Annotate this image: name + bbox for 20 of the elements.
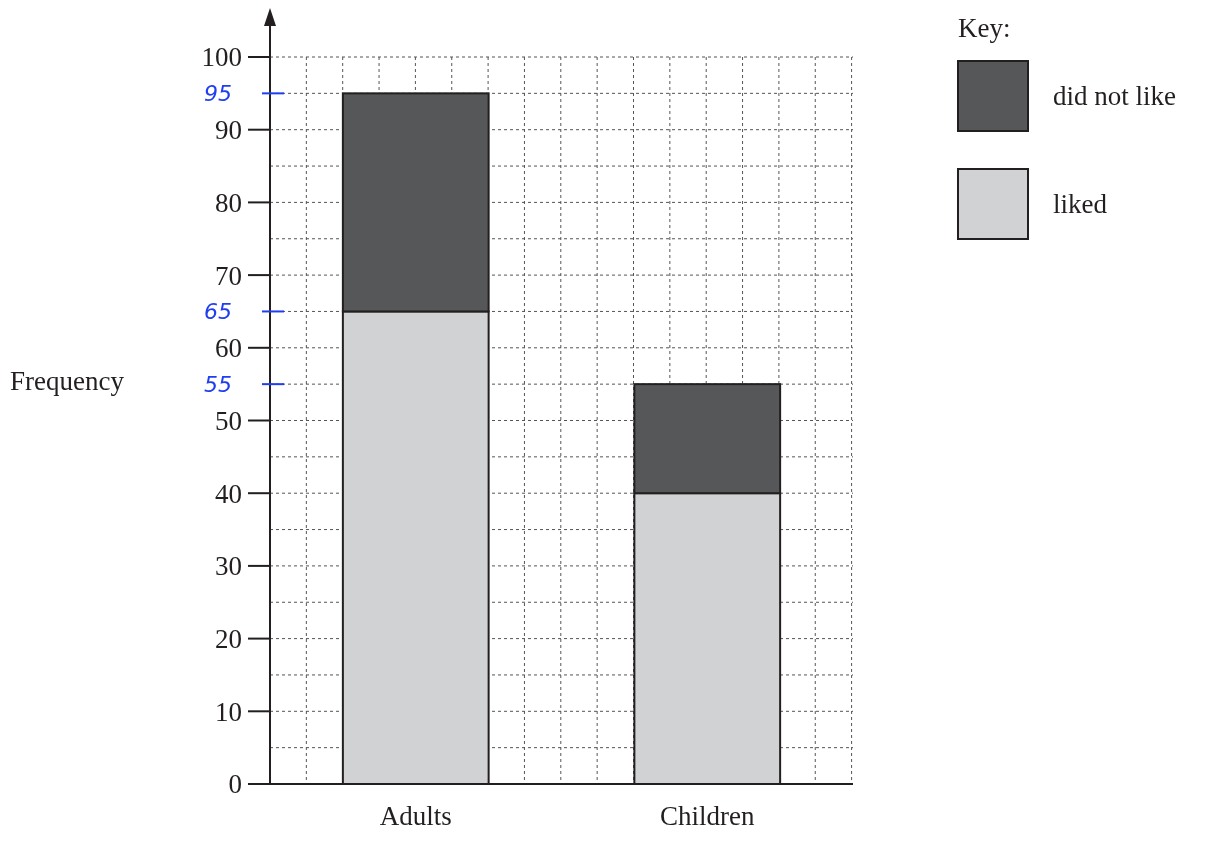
- text: did not like: [1053, 81, 1177, 112]
- y-tick-label: 60: [215, 333, 242, 364]
- text: liked: [1053, 189, 1108, 220]
- y-tick-label: 0: [228, 769, 242, 800]
- y-tick-label: 10: [215, 696, 242, 727]
- x-tick-label: Adults: [379, 801, 452, 831]
- y-tick-label: 50: [215, 405, 242, 436]
- y-tick-label: 100: [201, 42, 242, 73]
- y-tick-label: 80: [215, 187, 242, 218]
- y-tick-label: 30: [215, 551, 242, 582]
- y-tick-label: 70: [215, 260, 242, 291]
- y-axis-title: Frequency: [10, 366, 125, 397]
- legend-title: Key:: [958, 13, 1011, 44]
- ref-line-label: 95: [204, 81, 232, 107]
- x-tick-label: Children: [660, 801, 755, 831]
- ref-line-label: 65: [204, 299, 232, 325]
- y-tick-label: 40: [215, 478, 242, 509]
- y-tick-label: 20: [215, 624, 242, 655]
- ref-line-label: 55: [204, 371, 232, 397]
- y-tick-label: 90: [215, 115, 242, 146]
